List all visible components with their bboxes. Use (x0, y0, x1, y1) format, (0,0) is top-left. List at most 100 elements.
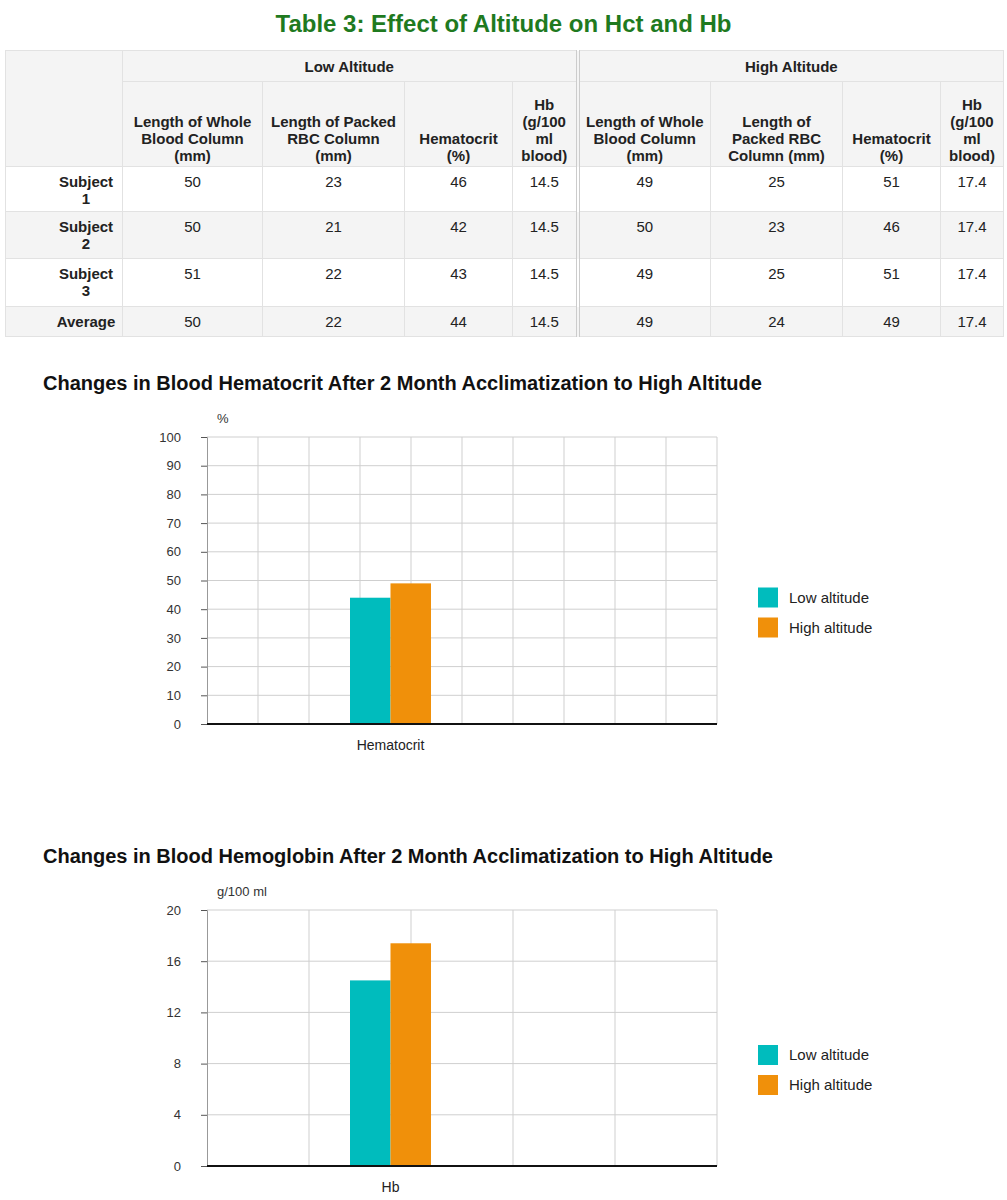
column-header: Length of Packed RBC Column (mm) (263, 82, 405, 167)
tick-label: 16 (167, 954, 181, 969)
charts-canvas: Changes in Blood Hematocrit After 2 Mont… (0, 0, 1007, 1200)
legend-swatch (758, 588, 778, 608)
table-cell: 17.4 (941, 259, 1004, 307)
legend-swatch (758, 1075, 778, 1095)
table-cell: 50 (123, 212, 263, 259)
grid-line-vertical (615, 437, 616, 724)
tick-label: 20 (167, 903, 181, 918)
row-label-text: Average (54, 313, 118, 330)
y-axis-title: % (217, 411, 229, 426)
table-cell: 51 (843, 259, 941, 307)
tick-mark (201, 961, 207, 962)
tick: 80 (167, 487, 207, 502)
tick-label: 0 (174, 1159, 181, 1174)
table-cell: 42 (405, 212, 513, 259)
tick-mark (201, 523, 207, 524)
table-cell: 14.5 (513, 307, 578, 337)
tick: 8 (174, 1056, 207, 1071)
grid-line-vertical (717, 437, 718, 724)
table-cell: 22 (263, 259, 405, 307)
bar (391, 583, 432, 724)
tick: 70 (167, 516, 207, 531)
group-header: High Altitude (578, 51, 1004, 82)
bar (350, 980, 391, 1166)
data-table: Low AltitudeHigh AltitudeLength of Whole… (5, 50, 1004, 337)
category-label: Hematocrit (357, 737, 425, 753)
tick-label: 12 (167, 1005, 181, 1020)
tick-label: 20 (167, 659, 181, 674)
axis-line (201, 438, 208, 725)
tick: 0 (174, 1159, 207, 1174)
bars (350, 583, 431, 724)
table-cell: 51 (843, 167, 941, 212)
table-cell: 43 (405, 259, 513, 307)
column-header: Length of Whole Blood Column (mm) (123, 82, 263, 167)
legend: Low altitudeHigh altitude (758, 588, 872, 638)
table-cell: 25 (711, 259, 843, 307)
x-axis: Hb (382, 1166, 400, 1195)
tick-label: 70 (167, 516, 181, 531)
row-label: Average (6, 307, 123, 337)
table-cell: 14.5 (513, 259, 578, 307)
table-cell: 50 (578, 212, 711, 259)
tick-label: 30 (167, 631, 181, 646)
tick: 0 (174, 717, 207, 732)
table-cell: 17.4 (941, 307, 1004, 337)
table-cell: 25 (711, 167, 843, 212)
tick: 50 (167, 573, 207, 588)
grid-line-vertical (309, 437, 310, 724)
tick-mark (201, 1012, 207, 1013)
tick: 20 (167, 903, 207, 918)
column-header: Hb (g/100 ml blood) (513, 82, 578, 167)
table-cell: 23 (711, 212, 843, 259)
grid-line (207, 1063, 717, 1064)
grid-line (207, 910, 717, 911)
chart: Changes in Blood Hemoglobin After 2 Mont… (43, 845, 872, 1195)
row-label-text: Subject 1 (54, 173, 118, 207)
table-cell: 50 (123, 307, 263, 337)
grid-line (207, 724, 717, 725)
bar (350, 598, 391, 724)
grid-line (207, 1114, 717, 1115)
table-row: Subject 150234614.549255117.4 (6, 167, 1004, 212)
baseline (207, 723, 717, 725)
table-cell: 49 (578, 307, 711, 337)
table-cell: 49 (578, 167, 711, 212)
legend-label: Low altitude (789, 589, 869, 606)
row-label-text: Subject 2 (54, 218, 118, 252)
row-label: Subject 3 (6, 259, 123, 307)
column-header: Length of Whole Blood Column (mm) (578, 82, 711, 167)
table-cell: 46 (843, 212, 941, 259)
tick-mark (201, 494, 207, 495)
tick-mark (201, 695, 207, 696)
table-cell: 49 (578, 259, 711, 307)
table-cell: 14.5 (513, 167, 578, 212)
table-container: Low AltitudeHigh AltitudeLength of Whole… (5, 50, 1004, 337)
tick-mark (201, 638, 207, 639)
tick: 60 (167, 544, 207, 559)
tick-label: 4 (174, 1107, 181, 1122)
tick-label: 60 (167, 544, 181, 559)
grid-line-vertical (717, 910, 718, 1166)
tick-mark (201, 667, 207, 668)
legend: Low altitudeHigh altitude (758, 1045, 872, 1095)
header-corner (6, 51, 123, 167)
table-cell: 24 (711, 307, 843, 337)
table-cell: 17.4 (941, 167, 1004, 212)
y-axis: 0 4 8 12 16 20 (167, 903, 208, 1174)
grid-line-vertical (615, 910, 616, 1166)
y-axis-title: g/100 ml (217, 884, 267, 899)
grid-line-vertical (513, 437, 514, 724)
table-cell: 21 (263, 212, 405, 259)
tick-mark (201, 1064, 207, 1065)
tick: 30 (167, 631, 207, 646)
table-row: Subject 250214214.550234617.4 (6, 212, 1004, 259)
tick-mark (201, 581, 207, 582)
table-cell: 51 (123, 259, 263, 307)
grid-line-vertical (258, 437, 259, 724)
row-label: Subject 1 (6, 167, 123, 212)
table-cell: 49 (843, 307, 941, 337)
y-axis: 0102030405060708090100 (159, 430, 207, 732)
tick: 10 (167, 688, 207, 703)
legend-swatch (758, 1045, 778, 1065)
